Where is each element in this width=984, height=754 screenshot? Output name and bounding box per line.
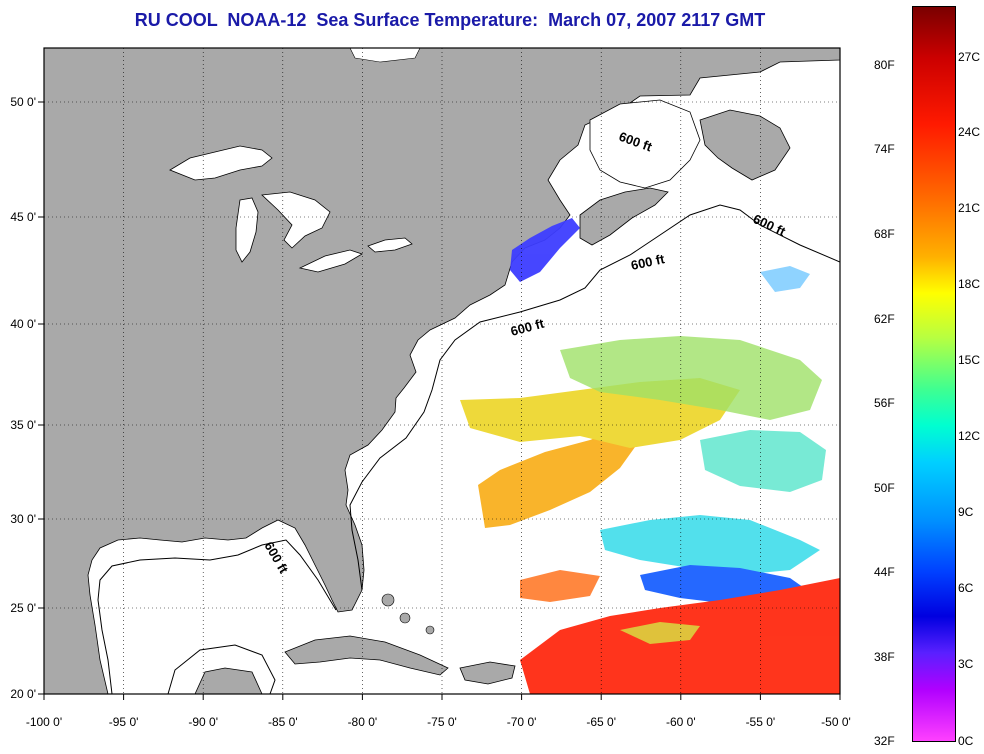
temperature-colorbar — [912, 6, 956, 742]
lon-label: -75 0' — [427, 715, 457, 729]
cb-f-label: 62F — [874, 312, 895, 326]
cb-f-label: 74F — [874, 142, 895, 156]
hudson-bay-south — [349, 48, 421, 63]
lake-superior — [169, 145, 273, 181]
cb-c-label: 15C — [958, 353, 981, 367]
lon-label: -85 0' — [268, 715, 298, 729]
sst-patch-nfld — [760, 266, 810, 292]
sst-patch-green — [560, 336, 822, 420]
contour-600ft-gulf-south — [167, 644, 276, 694]
cb-c-label: 0C — [958, 734, 974, 748]
lake-ontario — [367, 237, 413, 253]
lon-label: -60 0' — [666, 715, 696, 729]
bahamas-1 — [381, 593, 395, 607]
gulf-of-st-lawrence — [589, 99, 701, 189]
lon-label: -70 0' — [507, 715, 537, 729]
cb-c-label: 3C — [958, 657, 974, 671]
sst-patch-orange — [478, 428, 640, 528]
lat-label: 20 0' — [10, 687, 36, 701]
longitude-labels: -100 0' -95 0' -90 0' -85 0' -80 0' -75 … — [26, 715, 851, 729]
lon-label: -90 0' — [188, 715, 218, 729]
sst-patch-cyan — [600, 515, 820, 575]
cb-f-label: 32F — [874, 734, 895, 748]
lon-label: -50 0' — [821, 715, 851, 729]
cb-c-label: 27C — [958, 50, 981, 64]
newfoundland — [699, 109, 791, 181]
lat-label: 35 0' — [10, 418, 36, 432]
lon-label: -80 0' — [348, 715, 378, 729]
cb-f-label: 50F — [874, 481, 895, 495]
lat-label: 50 0' — [10, 95, 36, 109]
hispaniola — [459, 661, 516, 685]
lon-label: -65 0' — [586, 715, 616, 729]
map-title: RU COOL NOAA-12 Sea Surface Temperature:… — [134, 10, 766, 30]
sst-gulf-of-maine — [510, 218, 580, 282]
cb-f-label: 80F — [874, 58, 895, 72]
cb-c-label: 21C — [958, 201, 981, 215]
lat-label: 30 0' — [10, 512, 36, 526]
cb-f-label: 38F — [874, 650, 895, 664]
nova-scotia — [579, 187, 669, 246]
cb-c-label: 24C — [958, 125, 981, 139]
lat-label: 45 0' — [10, 210, 36, 224]
contour-600ft-atlantic — [349, 204, 840, 591]
bahamas-2 — [399, 612, 411, 624]
cb-c-label: 6C — [958, 581, 974, 595]
lon-label: -55 0' — [746, 715, 776, 729]
contour-600ft-gulf — [97, 539, 337, 694]
sst-data — [460, 218, 840, 694]
yucatan — [194, 667, 263, 694]
cb-f-label: 68F — [874, 227, 895, 241]
bahamas-3 — [425, 625, 435, 635]
lake-huron — [261, 191, 331, 249]
graticule — [44, 48, 840, 694]
sst-patch-cyan-2 — [700, 430, 826, 492]
cb-c-label: 9C — [958, 505, 974, 519]
lake-michigan — [235, 197, 259, 263]
lon-label: -100 0' — [26, 715, 62, 729]
lake-erie — [298, 249, 363, 273]
cb-c-label: 12C — [958, 429, 981, 443]
cb-f-label: 56F — [874, 396, 895, 410]
cuba — [284, 635, 449, 676]
cb-c-label: 18C — [958, 277, 981, 291]
lat-label: 40 0' — [10, 317, 36, 331]
sst-patch-yellow-s — [620, 622, 700, 644]
latitude-labels: 50 0' 45 0' 40 0' 35 0' 30 0' 25 0' 20 0… — [10, 95, 36, 701]
sst-patch-orange-s — [520, 570, 600, 602]
lat-label: 25 0' — [10, 601, 36, 615]
cb-f-label: 44F — [874, 565, 895, 579]
contour-label-gom: 600 ft — [630, 251, 667, 273]
tick-marks — [38, 101, 841, 700]
lon-label: -95 0' — [109, 715, 139, 729]
